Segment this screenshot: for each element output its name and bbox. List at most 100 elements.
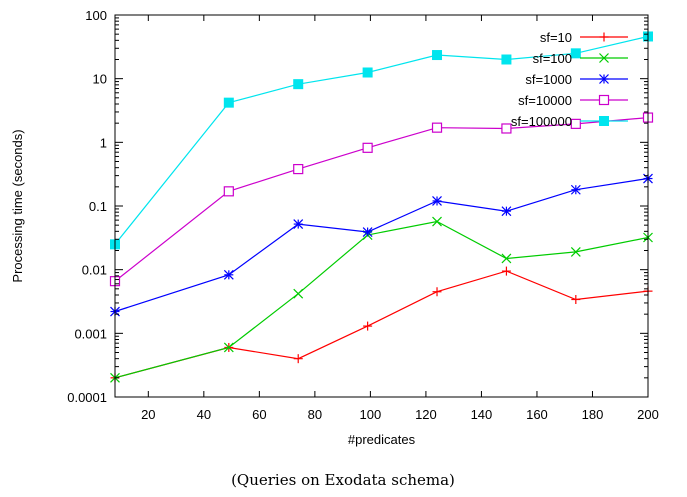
x-tick-label: 200 — [637, 407, 659, 422]
data-point — [293, 354, 303, 364]
data-point — [362, 67, 373, 78]
marker-stroke — [570, 184, 581, 195]
marker-stroke — [431, 122, 443, 133]
y-tick-label: 0.0001 — [67, 390, 107, 405]
x-tick-label: 160 — [526, 407, 548, 422]
data-point — [501, 206, 512, 217]
marker-stroke — [293, 79, 304, 90]
data-point — [223, 342, 234, 353]
marker-stroke — [599, 53, 609, 63]
x-tick-label: 120 — [415, 407, 437, 422]
data-point — [501, 253, 512, 264]
marker-stroke — [570, 246, 581, 257]
data-point — [432, 196, 442, 206]
x-tick-label: 20 — [141, 407, 155, 422]
marker-stroke — [598, 94, 610, 106]
data-point — [571, 294, 581, 304]
data-point — [570, 48, 581, 59]
marker-stroke — [223, 186, 234, 197]
marker-stroke — [362, 142, 373, 153]
legend-item: sf=100000 — [511, 114, 628, 129]
x-tick-label: 100 — [360, 407, 382, 422]
y-tick-label: 0.001 — [74, 326, 107, 341]
series-line — [114, 117, 649, 282]
marker-stroke — [501, 253, 512, 264]
marker-stroke — [362, 227, 373, 237]
marker-stroke — [362, 67, 373, 78]
data-point — [293, 163, 304, 175]
data-point — [432, 50, 443, 61]
legend-label: sf=10000 — [518, 93, 572, 108]
marker-stroke — [501, 54, 512, 65]
legend-swatch-marker — [598, 94, 610, 106]
data-point — [570, 246, 581, 257]
legend-label: sf=10 — [540, 30, 572, 45]
data-point — [363, 321, 373, 331]
marker-stroke — [223, 269, 234, 280]
y-axis-label: Processing time (seconds) — [10, 129, 25, 282]
data-point — [570, 184, 581, 195]
data-point — [223, 97, 234, 108]
y-tick-label: 1 — [100, 135, 107, 150]
data-point — [293, 79, 304, 90]
marker-stroke — [501, 206, 512, 217]
data-point — [570, 118, 581, 129]
legend-swatch-marker — [599, 74, 609, 84]
series-3 — [110, 173, 653, 317]
legend-label: sf=1000 — [525, 72, 572, 87]
x-tick-label: 180 — [582, 407, 604, 422]
data-point — [223, 186, 234, 197]
data-point — [293, 288, 304, 299]
marker-stroke — [570, 48, 581, 59]
series-line — [114, 177, 649, 313]
data-point — [362, 227, 373, 237]
data-point — [432, 287, 442, 297]
marker-stroke — [432, 216, 442, 227]
x-tick-label: 140 — [471, 407, 493, 422]
marker-stroke — [570, 118, 581, 129]
marker-stroke — [432, 50, 443, 61]
series-line — [114, 270, 649, 379]
x-axis-label: #predicates — [348, 432, 416, 447]
legend-item: sf=10000 — [518, 93, 628, 108]
data-point — [293, 219, 304, 230]
marker-stroke — [293, 288, 304, 299]
x-tick-label: 60 — [252, 407, 266, 422]
data-point — [501, 123, 512, 134]
marker-stroke — [599, 116, 609, 126]
legend-label: sf=100 — [533, 51, 572, 66]
legend-label: sf=100000 — [511, 114, 572, 129]
legend-swatch-marker — [599, 32, 609, 42]
marker-stroke — [293, 163, 304, 175]
legend-item: sf=10 — [540, 30, 628, 45]
axis-ticks: 20 40 60 80 100 120 140 160 180 200 0.0001 0.001 0.0… — [67, 8, 659, 422]
chart-caption: (Queries on Exodata schema) — [231, 471, 455, 489]
marker-stroke — [223, 97, 234, 108]
data-point — [362, 142, 373, 153]
y-tick-label: 0.1 — [89, 199, 107, 214]
legend-swatch-marker — [599, 116, 609, 126]
series-2 — [110, 216, 653, 383]
legend-swatch-marker — [599, 53, 609, 63]
legend: sf=10 sf=100 sf=1000 sf=10000 sf=100000 — [511, 30, 628, 129]
legend-item: sf=1000 — [525, 72, 628, 87]
data-point — [501, 266, 511, 276]
y-tick-label: 10 — [93, 72, 107, 87]
series-1 — [110, 266, 653, 383]
x-tick-label: 40 — [197, 407, 211, 422]
x-tick-label: 80 — [308, 407, 322, 422]
data-point — [501, 54, 512, 65]
y-tick-label: 100 — [85, 8, 107, 23]
y-tick-label: 0.01 — [82, 263, 107, 278]
marker-stroke — [501, 123, 512, 134]
marker-stroke — [223, 342, 234, 353]
data-point — [431, 122, 443, 133]
legend-item: sf=100 — [533, 51, 628, 66]
series-line — [114, 220, 649, 379]
series-4 — [109, 112, 654, 287]
series-line — [114, 35, 649, 245]
data-point — [223, 269, 234, 280]
marker-stroke — [599, 74, 609, 84]
data-point — [432, 216, 442, 227]
